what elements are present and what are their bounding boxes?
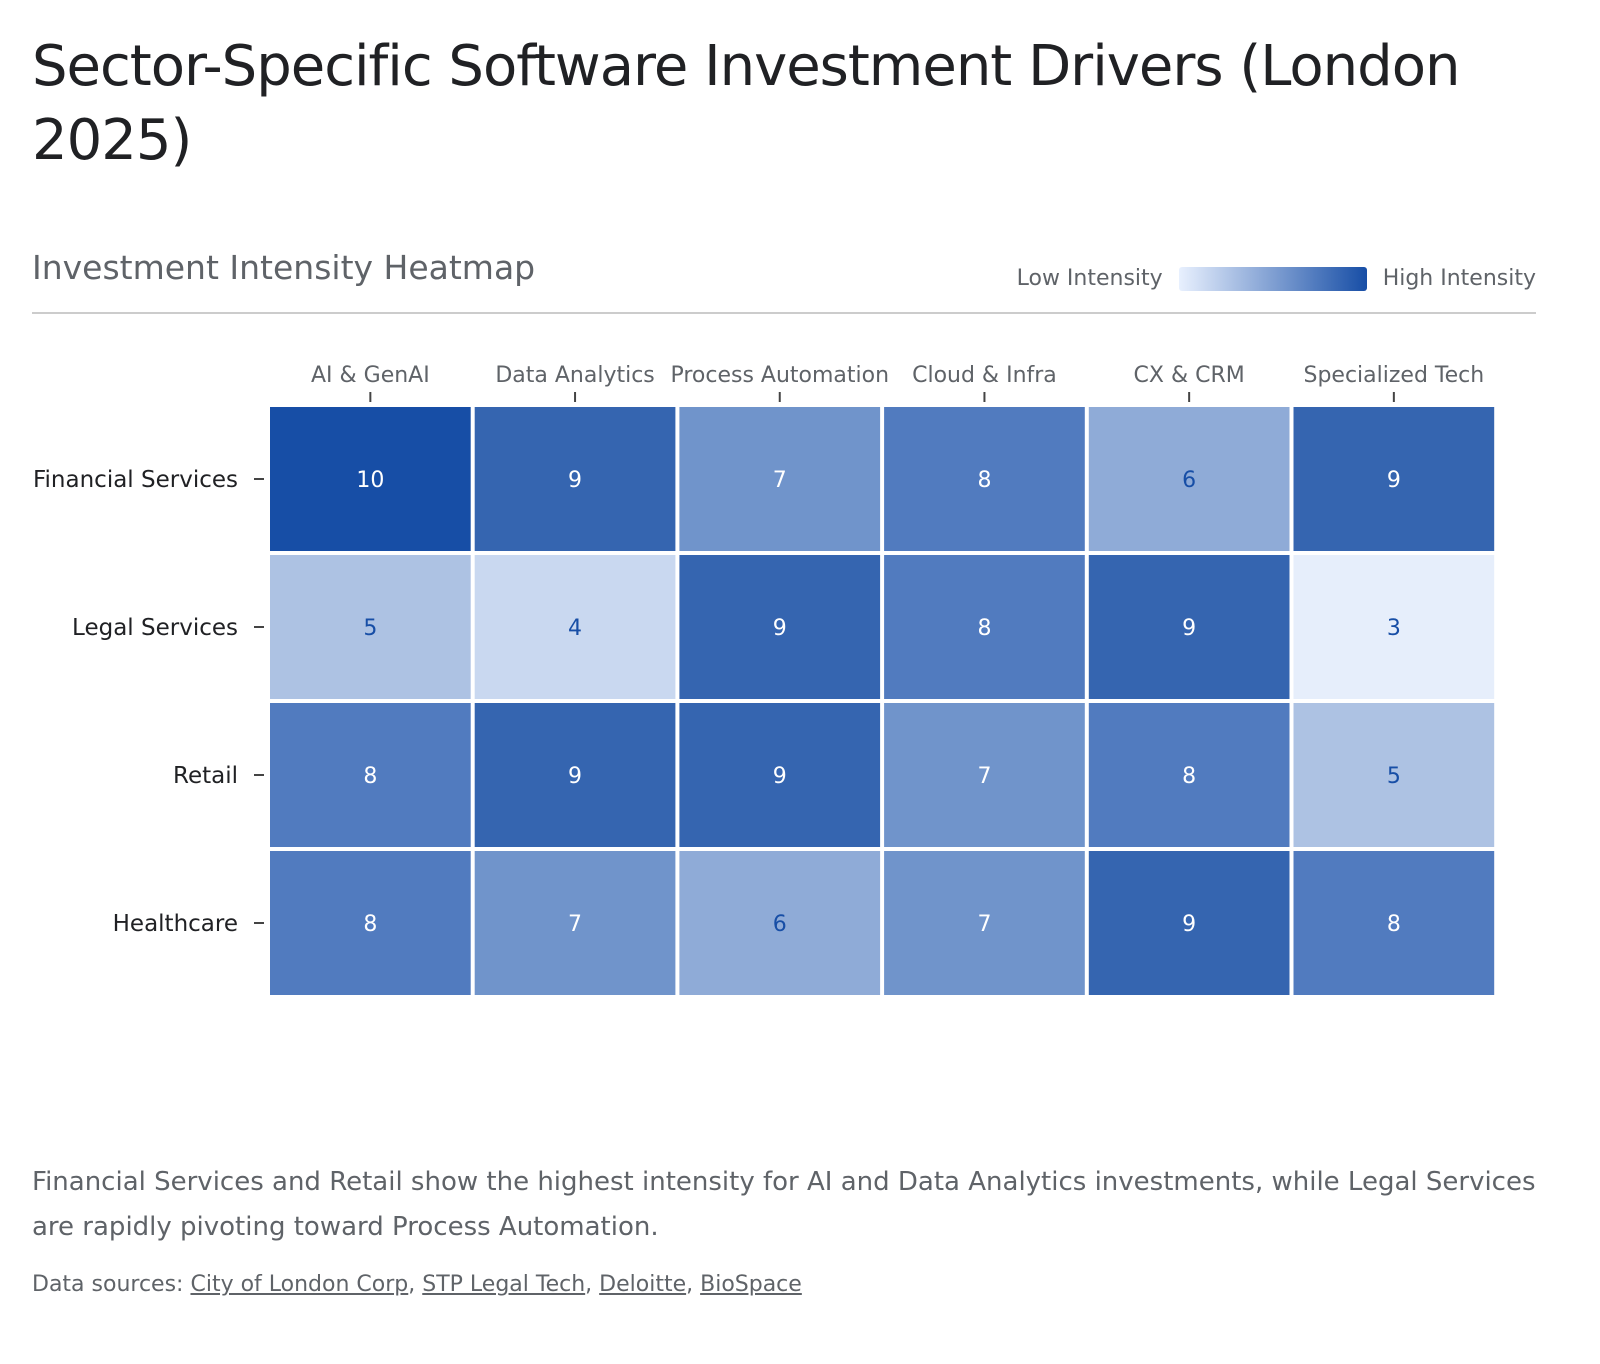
legend-gradient-bar xyxy=(1178,266,1367,291)
heatmap-cell xyxy=(884,851,1085,995)
source-link[interactable]: BioSpace xyxy=(700,1272,802,1297)
cell-value-label: 9 xyxy=(773,616,787,641)
heatmap-cell xyxy=(1088,703,1290,847)
heatmap-cell xyxy=(270,555,471,699)
cell-value-label: 9 xyxy=(568,764,582,789)
column-label: Cloud & Infra xyxy=(912,363,1057,388)
heatmap-cell xyxy=(474,407,676,551)
row-label: Legal Services xyxy=(72,615,238,641)
source-link[interactable]: Deloitte xyxy=(599,1272,687,1297)
cell-value-label: 5 xyxy=(1387,764,1401,789)
cell-value-label: 8 xyxy=(363,764,377,789)
heatmap-cell xyxy=(679,851,881,995)
color-legend: Low Intensity High Intensity xyxy=(1017,266,1536,291)
cell-value-label: 9 xyxy=(1182,912,1196,937)
heatmap-cell xyxy=(1293,555,1495,699)
heatmap-cell xyxy=(679,703,881,847)
column-label: Process Automation xyxy=(670,363,889,388)
column-label: Data Analytics xyxy=(495,363,654,388)
cell-value-label: 7 xyxy=(977,912,991,937)
column-label: AI & GenAI xyxy=(311,363,430,388)
cell-value-label: 7 xyxy=(773,468,787,493)
row-label: Retail xyxy=(173,763,238,789)
source-link[interactable]: City of London Corp xyxy=(190,1272,409,1297)
column-label: CX & CRM xyxy=(1134,363,1245,388)
cell-value-label: 6 xyxy=(1182,468,1196,493)
cell-value-label: 9 xyxy=(773,764,787,789)
chart-title: Investment Intensity Heatmap xyxy=(32,248,536,287)
cell-value-label: 10 xyxy=(356,468,384,493)
heatmap-cell xyxy=(884,703,1085,847)
cell-value-label: 7 xyxy=(568,912,582,937)
cell-value-label: 8 xyxy=(977,468,991,493)
heatmap-cell xyxy=(474,703,676,847)
heatmap-cell xyxy=(270,851,471,995)
heatmap-cell xyxy=(679,555,881,699)
heatmap-cell xyxy=(1088,555,1290,699)
heatmap-cell xyxy=(679,407,881,551)
legend-low-label: Low Intensity xyxy=(1016,266,1163,291)
cell-value-label: 5 xyxy=(363,616,377,641)
heatmap-cell xyxy=(1293,407,1495,551)
cell-value-label: 4 xyxy=(568,616,582,641)
heatmap-cell xyxy=(474,851,676,995)
cell-value-label: 9 xyxy=(568,468,582,493)
divider xyxy=(32,312,1536,314)
cell-value-label: 6 xyxy=(773,912,787,937)
heatmap-cell xyxy=(270,407,471,551)
row-label: Healthcare xyxy=(113,911,238,937)
cell-value-label: 9 xyxy=(1387,468,1401,493)
legend-high-label: High Intensity xyxy=(1382,266,1536,291)
heatmap-cell xyxy=(270,703,471,847)
heatmap-cell xyxy=(1088,407,1290,551)
heatmap-cell xyxy=(1088,851,1290,995)
page-title: Sector-Specific Software Investment Driv… xyxy=(32,34,1460,173)
cell-value-label: 3 xyxy=(1387,616,1401,641)
heatmap-cell xyxy=(884,407,1085,551)
cell-value-label: 9 xyxy=(1182,616,1196,641)
heatmap-cell xyxy=(1293,851,1495,995)
cell-value-label: 7 xyxy=(977,764,991,789)
row-label: Financial Services xyxy=(33,467,238,493)
sources-label: Data sources: xyxy=(32,1272,184,1297)
heatmap-cell xyxy=(1293,703,1495,847)
data-sources: Data sources: City of London Corp, STP L… xyxy=(32,1272,802,1297)
heatmap-cell xyxy=(474,555,676,699)
cell-value-label: 8 xyxy=(1182,764,1196,789)
chart-description: Financial Services and Retail show the h… xyxy=(32,1167,1536,1242)
source-link[interactable]: STP Legal Tech xyxy=(422,1272,586,1297)
cell-value-label: 8 xyxy=(1387,912,1401,937)
column-label: Specialized Tech xyxy=(1303,363,1484,388)
cell-value-label: 8 xyxy=(977,616,991,641)
cell-value-label: 8 xyxy=(363,912,377,937)
heatmap: AI & GenAI Data Analytics Process Automati… xyxy=(33,363,1495,995)
heatmap-cell xyxy=(884,555,1085,699)
